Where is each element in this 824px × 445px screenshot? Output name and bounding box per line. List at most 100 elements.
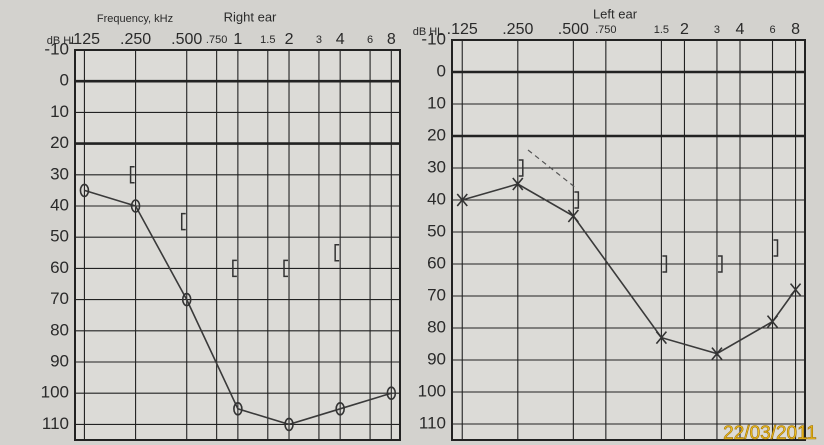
marker-bracket [232, 259, 237, 278]
y-tick-label: 0 [60, 71, 69, 90]
marker-bracket [574, 191, 580, 209]
y-tick-label: 10 [50, 102, 69, 121]
y-tick-label: -10 [44, 39, 69, 58]
data-point [567, 209, 579, 223]
y-tick-label: 80 [50, 320, 69, 339]
x-tick-label: .500 [171, 31, 202, 48]
y-axis-label: dB HL [413, 26, 444, 38]
y-tick-label: 50 [427, 221, 446, 240]
y-tick-label: 100 [418, 381, 446, 400]
data-point [130, 199, 141, 213]
data-point [283, 259, 289, 278]
marker-circle [233, 401, 243, 416]
x-tick-label: 2 [285, 31, 294, 48]
data-point [233, 401, 243, 416]
marker-bracket [283, 259, 289, 278]
marker-circle [79, 183, 90, 198]
marker-cross [456, 193, 468, 207]
y-tick-label: 80 [427, 317, 446, 336]
data-point [386, 386, 397, 401]
y-axis-label: dB HL [47, 35, 78, 47]
marker-circle [130, 199, 141, 213]
marker-bracket [129, 166, 135, 184]
marker-cross [711, 347, 723, 361]
x-tick-label: 1.5 [654, 24, 669, 36]
data-point [662, 255, 668, 273]
y-tick-label: 100 [41, 383, 69, 402]
data-point [518, 159, 524, 177]
marker-cross [512, 177, 524, 191]
x-tick-label: .750 [595, 24, 616, 36]
data-point [181, 292, 192, 307]
marker-bracket [717, 255, 723, 273]
x-axis-label: Frequency, kHz [97, 13, 173, 25]
data-point [334, 244, 340, 262]
data-point [232, 259, 237, 278]
y-tick-label: 20 [427, 125, 446, 144]
x-tick-label: 1.5 [260, 34, 275, 46]
y-tick-label: 0 [437, 61, 446, 80]
x-tick-label: 6 [367, 34, 373, 46]
data-point [717, 255, 723, 273]
y-tick-label: 90 [50, 351, 69, 370]
photo-date: 22/03/2011 [723, 423, 817, 444]
y-tick-label: 30 [50, 164, 69, 183]
data-point [335, 401, 345, 416]
marker-cross [567, 209, 579, 223]
x-tick-label: 4 [336, 31, 345, 48]
x-tick-label: 4 [736, 21, 745, 38]
marker-circle [284, 417, 294, 432]
data-point [284, 417, 294, 432]
data-point [456, 193, 468, 207]
data-point [766, 315, 779, 329]
marker-circle [335, 401, 345, 416]
y-tick-label: 60 [50, 258, 69, 277]
marker-circle [181, 292, 192, 307]
marker-bracket [334, 244, 340, 262]
data-point [574, 191, 580, 209]
x-tick-label: 3 [714, 24, 720, 36]
masking-link [527, 149, 577, 189]
x-tick-label: .250 [502, 21, 533, 38]
data-point [655, 331, 668, 345]
y-tick-label: 50 [50, 227, 69, 246]
marker-cross [655, 331, 668, 345]
y-tick-label: 70 [50, 289, 69, 308]
x-tick-label: .500 [558, 21, 589, 38]
series-line [84, 189, 392, 426]
y-tick-label: 30 [427, 157, 446, 176]
marker-bracket [773, 239, 779, 257]
x-tick-label: .125 [447, 21, 478, 38]
y-tick-label: 40 [427, 189, 446, 208]
x-tick-label: 8 [387, 31, 396, 48]
x-tick-label: 1 [233, 31, 242, 48]
data-point [129, 166, 135, 184]
marker-cross [789, 283, 802, 297]
data-point [180, 212, 186, 231]
x-tick-label: 3 [316, 34, 322, 46]
y-tick-label: 20 [50, 133, 69, 152]
data-point [512, 177, 524, 191]
data-point [773, 239, 779, 257]
chart-title: Right ear [224, 9, 277, 24]
data-point [79, 183, 90, 198]
x-tick-label: .125 [69, 31, 100, 48]
y-tick-label: -10 [421, 29, 446, 48]
x-tick-label: 8 [791, 21, 800, 38]
y-tick-label: 70 [427, 285, 446, 304]
data-point [789, 283, 802, 297]
y-tick-label: 90 [427, 349, 446, 368]
marker-bracket [518, 159, 524, 177]
x-tick-label: 2 [680, 21, 689, 38]
data-point [711, 347, 723, 361]
y-tick-label: 10 [427, 93, 446, 112]
x-tick-label: 6 [769, 24, 775, 36]
marker-bracket [662, 255, 668, 273]
plot-frame [451, 39, 806, 441]
chart-title: Left ear [593, 6, 638, 21]
marker-cross [766, 315, 779, 329]
x-tick-label: .250 [120, 31, 151, 48]
y-tick-label: 60 [427, 253, 446, 272]
y-tick-label: 110 [419, 413, 446, 432]
